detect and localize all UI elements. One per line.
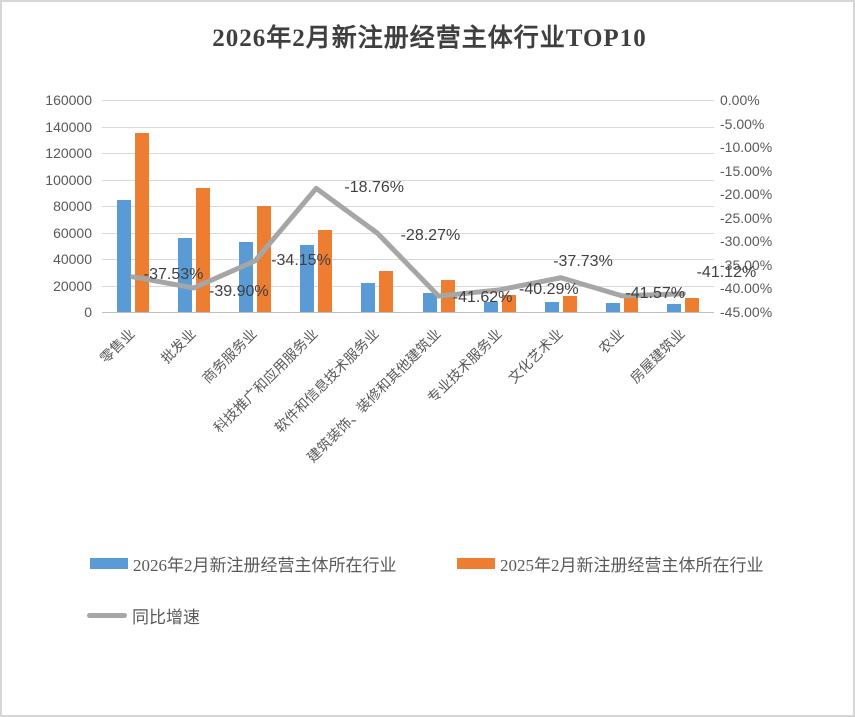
bar-2026 xyxy=(116,200,131,312)
bar-2026 xyxy=(606,303,621,312)
y-axis-tick-label: 40000 xyxy=(53,251,92,267)
x-axis-category-label: 批发业 xyxy=(158,326,200,368)
secondary-axis-tick-label: -5.00% xyxy=(720,115,765,132)
bar-2026 xyxy=(545,302,559,312)
legend-label-2025: 2025年2月新注册经营主体所在行业 xyxy=(500,556,764,575)
gridline xyxy=(102,100,714,101)
bar-2025 xyxy=(134,133,149,312)
y-axis-tick-label: 140000 xyxy=(45,118,92,135)
gridline xyxy=(102,285,714,287)
bar-2026 xyxy=(667,303,682,312)
bar-2025 xyxy=(685,298,700,312)
y-axis-tick-label: 20000 xyxy=(53,277,92,294)
bar-2026 xyxy=(361,282,376,312)
growth-data-label: -37.73% xyxy=(553,252,613,270)
x-axis-category-label: 房屋建筑业 xyxy=(628,326,689,387)
x-axis-category-label: 商务服务业 xyxy=(200,326,261,387)
bar-2025 xyxy=(195,188,210,312)
bar-2026 xyxy=(239,242,253,312)
secondary-axis-tick-label: -45.00% xyxy=(720,304,773,320)
legend-swatch-growth-line-icon xyxy=(87,613,127,618)
x-axis-category-label: 科技推广和应用服务业 xyxy=(212,326,322,437)
bar-2025 xyxy=(501,295,516,312)
x-axis-category-label: 农业 xyxy=(597,326,628,358)
secondary-axis-tick-label: 0.00% xyxy=(720,92,760,108)
y-axis-tick-label: 120000 xyxy=(45,145,92,161)
secondary-axis-tick-label: -35.00% xyxy=(720,256,773,273)
secondary-axis-tick-label: -20.00% xyxy=(720,186,773,203)
bar-2025 xyxy=(624,297,639,312)
bar-2025 xyxy=(379,270,394,312)
growth-data-label: -37.53% xyxy=(143,265,204,283)
y-axis-tick-label: 100000 xyxy=(45,171,92,188)
x-axis-line xyxy=(102,312,714,313)
legend-swatch-2026-bar-icon xyxy=(90,558,128,569)
legend-label-growth: 同比增速 xyxy=(132,608,200,627)
growth-data-label: -41.62% xyxy=(452,289,513,307)
legend-swatch-2025-bar-icon xyxy=(457,558,495,569)
growth-data-label: -41.57% xyxy=(625,284,685,302)
y-axis-tick-label: 80000 xyxy=(53,198,92,214)
growth-data-label: -40.29% xyxy=(519,280,579,298)
gridline xyxy=(102,259,714,260)
legend-item-growth: 同比增速 xyxy=(87,603,200,628)
growth-data-label: -28.27% xyxy=(400,227,461,245)
secondary-axis-tick-label: -40.00% xyxy=(720,280,773,297)
bar-2025 xyxy=(563,296,577,312)
y-axis-tick-label: 60000 xyxy=(53,224,92,241)
secondary-axis-tick-label: -10.00% xyxy=(720,139,773,156)
gridline xyxy=(102,153,714,154)
growth-data-label: -18.76% xyxy=(344,179,404,197)
gridline xyxy=(102,179,714,181)
legend-item-2026: 2026年2月新注册经营主体所在行业 xyxy=(90,551,397,576)
x-axis-category-label: 零售业 xyxy=(97,326,139,368)
legend-label-2026: 2026年2月新注册经营主体所在行业 xyxy=(133,556,397,575)
x-axis-category-label: 软件和信息技术服务业 xyxy=(273,326,383,437)
chart-title: 2026年2月新注册经营主体行业TOP10 xyxy=(212,25,647,52)
bar-2026 xyxy=(483,302,498,312)
y-axis-tick-label: 0 xyxy=(84,304,92,320)
x-axis-category-label: 文化艺术业 xyxy=(506,326,567,387)
secondary-axis-tick-label: -15.00% xyxy=(720,162,773,179)
growth-data-label: -41.12% xyxy=(696,263,757,281)
growth-data-label: -34.15% xyxy=(271,251,331,269)
bar-2026 xyxy=(422,293,437,312)
secondary-axis-tick-label: -25.00% xyxy=(720,209,773,226)
secondary-axis-tick-label: -30.00% xyxy=(720,233,773,250)
y-axis-tick-label: 160000 xyxy=(45,92,92,108)
gridline xyxy=(102,126,714,128)
legend-item-2025: 2025年2月新注册经营主体所在行业 xyxy=(457,551,764,576)
gridline xyxy=(102,206,714,207)
bar-2025 xyxy=(318,229,333,312)
growth-data-label: -39.90% xyxy=(209,282,269,300)
